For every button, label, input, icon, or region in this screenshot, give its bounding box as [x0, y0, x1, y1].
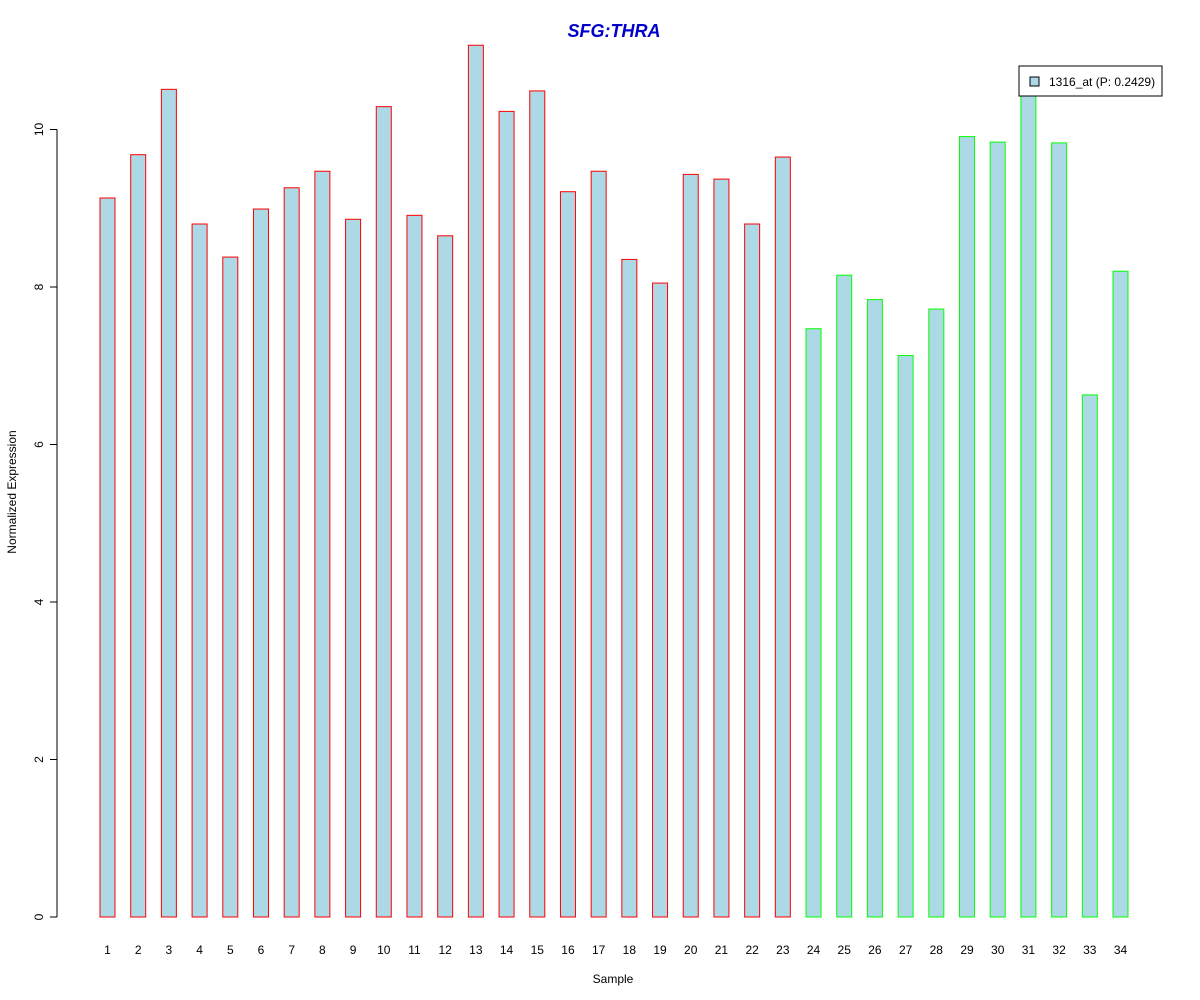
- bar-sample-13: [467, 44, 484, 918]
- x-tick-label: 5: [227, 943, 234, 957]
- y-tick-label: 2: [32, 756, 46, 763]
- bar-sample-14: [498, 110, 515, 918]
- x-tick-label: 6: [258, 943, 265, 957]
- legend-swatch: [1029, 76, 1040, 87]
- bar-sample-10: [375, 106, 392, 918]
- bar-sample-7: [283, 187, 300, 918]
- x-tick-label: 16: [561, 943, 575, 957]
- x-tick-label: 27: [899, 943, 913, 957]
- bar-sample-8: [314, 170, 331, 918]
- bar-sample-33: [1081, 394, 1098, 918]
- bar-sample-20: [682, 173, 699, 918]
- bar-sample-22: [744, 223, 761, 918]
- x-tick-label: 33: [1083, 943, 1097, 957]
- x-tick-label: 1: [104, 943, 111, 957]
- bar-sample-26: [866, 299, 883, 918]
- y-axis-label: Normalized Expression: [5, 430, 19, 553]
- bar-sample-27: [897, 355, 914, 918]
- x-tick-label: 18: [623, 943, 637, 957]
- y-tick-label: 6: [32, 441, 46, 448]
- chart-title: SFG:THRA: [568, 21, 661, 41]
- x-tick-label: 34: [1114, 943, 1128, 957]
- x-tick-label: 24: [807, 943, 821, 957]
- x-tick-label: 11: [408, 943, 421, 957]
- y-tick-label: 8: [32, 283, 46, 290]
- x-tick-label: 17: [592, 943, 606, 957]
- bar-sample-21: [713, 178, 730, 918]
- x-tick-label: 7: [288, 943, 295, 957]
- bars-group: [99, 44, 1129, 918]
- x-tick-labels: 1 2 3 4 5 6 7 8 9 10 11 12 13 14 15 16 17 18 19 20 21 22 23 24 2…: [104, 943, 1127, 957]
- x-tick-label: 26: [868, 943, 882, 957]
- bar-sample-16: [559, 191, 576, 918]
- bar-sample-1: [99, 197, 116, 918]
- bar-sample-25: [836, 274, 853, 918]
- bar-sample-34: [1112, 270, 1129, 918]
- x-tick-label: 10: [377, 943, 391, 957]
- bar-sample-18: [621, 258, 638, 918]
- bar-sample-4: [191, 223, 208, 918]
- bar-sample-30: [989, 141, 1006, 918]
- x-axis-label: Sample: [593, 972, 634, 986]
- x-tick-label: 12: [438, 943, 452, 957]
- bar-sample-11: [406, 214, 423, 918]
- x-tick-label: 9: [350, 943, 357, 957]
- x-tick-label: 8: [319, 943, 326, 957]
- x-tick-label: 19: [653, 943, 667, 957]
- bar-sample-6: [252, 208, 269, 918]
- legend: 1316_at (P: 0.2429): [1018, 65, 1163, 97]
- x-tick-label: 22: [745, 943, 759, 957]
- bar-sample-32: [1051, 142, 1068, 918]
- x-tick-label: 3: [166, 943, 173, 957]
- x-tick-label: 15: [531, 943, 545, 957]
- x-tick-label: 29: [960, 943, 974, 957]
- bar-sample-9: [345, 218, 362, 918]
- x-tick-label: 30: [991, 943, 1005, 957]
- x-tick-label: 2: [135, 943, 142, 957]
- bar-sample-15: [529, 90, 546, 918]
- y-tick-label: 0: [32, 913, 46, 920]
- x-tick-label: 20: [684, 943, 698, 957]
- x-tick-label: 25: [838, 943, 852, 957]
- y-tick-label: 4: [32, 598, 46, 605]
- x-tick-label: 28: [930, 943, 944, 957]
- y-tick-label: 10: [32, 123, 46, 137]
- x-tick-label: 13: [469, 943, 483, 957]
- bar-sample-3: [160, 88, 177, 918]
- x-tick-label: 14: [500, 943, 514, 957]
- x-tick-label: 23: [776, 943, 790, 957]
- bar-sample-12: [437, 235, 454, 918]
- bar-sample-19: [652, 282, 669, 918]
- x-tick-label: 31: [1022, 943, 1036, 957]
- x-tick-label: 32: [1052, 943, 1066, 957]
- bar-sample-29: [959, 136, 976, 918]
- bar-sample-28: [928, 308, 945, 918]
- bar-sample-31: [1020, 82, 1037, 918]
- bar-sample-23: [774, 156, 791, 918]
- x-tick-label: 21: [715, 943, 729, 957]
- x-tick-label: 4: [196, 943, 203, 957]
- bar-sample-17: [590, 170, 607, 918]
- bar-sample-24: [805, 328, 822, 918]
- bar-sample-2: [130, 154, 147, 918]
- legend-label: 1316_at (P: 0.2429): [1049, 75, 1155, 89]
- bar-sample-5: [222, 256, 239, 918]
- y-axis: 0 2 4 6 8 10: [32, 123, 58, 920]
- legend-box: [1018, 65, 1163, 97]
